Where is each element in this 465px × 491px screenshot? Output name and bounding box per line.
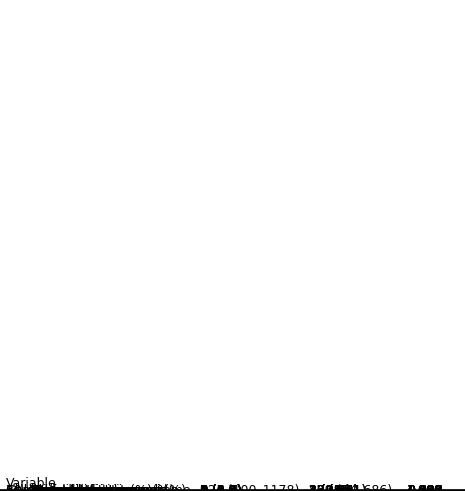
Text: 0.216: 0.216 (407, 484, 443, 491)
Text: 0.001: 0.001 (407, 484, 443, 491)
Text: 12 (4.6): 12 (4.6) (309, 484, 359, 491)
Text: 4 (2.9): 4 (2.9) (200, 484, 241, 491)
Text: 0.033: 0.033 (407, 484, 443, 491)
Text: Pull type
(n = 139): Pull type (n = 139) (200, 490, 260, 491)
Text: Mallory-Weiss tear: Mallory-Weiss tear (31, 484, 146, 491)
Text: 0: 0 (200, 484, 208, 491)
Text: Pneumoperitoneum: Pneumoperitoneum (31, 484, 154, 491)
Text: 6 (4.3): 6 (4.3) (200, 484, 241, 491)
Text: Chronic complications, n (%): Chronic complications, n (%) (6, 484, 186, 491)
Text: 22 (8.4): 22 (8.4) (309, 484, 359, 491)
Text: Bleeding: Bleeding (31, 484, 86, 491)
Text: Buried bumper syndrome: Buried bumper syndrome (31, 484, 191, 491)
Text: 269 (64–686): 269 (64–686) (309, 484, 392, 491)
Text: 12 (4.6): 12 (4.6) (309, 485, 359, 491)
Text: 8 (3.1): 8 (3.1) (309, 484, 351, 491)
Text: 22 (8.4): 22 (8.4) (309, 484, 359, 491)
Text: 9 (6.5): 9 (6.5) (200, 484, 241, 491)
Text: 2 (0.8): 2 (0.8) (309, 484, 351, 491)
Text: 0.180: 0.180 (407, 484, 443, 491)
Text: 5 (3.6): 5 (3.6) (200, 484, 241, 491)
Text: 0.505: 0.505 (407, 484, 443, 491)
Text: 0.903: 0.903 (407, 484, 443, 491)
Text: 1 (0.4): 1 (0.4) (309, 484, 351, 491)
Text: Aspiration pneumonia: Aspiration pneumonia (31, 485, 168, 491)
Text: Acute complications, n (%): Acute complications, n (%) (6, 484, 174, 491)
Text: 524 (100–1178): 524 (100–1178) (200, 484, 299, 491)
Text: 0.303: 0.303 (407, 484, 443, 491)
Text: Ileus: Ileus (31, 484, 60, 491)
Text: 2 (1.4): 2 (1.4) (200, 485, 241, 491)
Text: Variable: Variable (6, 477, 56, 490)
Text: p value: p value (407, 490, 453, 491)
Text: Introducer type
(n = 262): Introducer type (n = 262) (309, 490, 406, 491)
Text: 4 (1.5): 4 (1.5) (309, 484, 351, 491)
Text: 8 (5.8): 8 (5.8) (200, 485, 242, 491)
Text: 1 (0.7): 1 (0.7) (200, 484, 242, 491)
Text: Spontaneous removal: Spontaneous removal (31, 484, 168, 491)
Text: 2 (0.8): 2 (0.8) (309, 485, 351, 491)
Text: 30-day mortality, n (%): 30-day mortality, n (%) (6, 485, 152, 491)
Text: Tube obstruction: Tube obstruction (31, 484, 135, 491)
Text: 0.612: 0.612 (407, 485, 443, 491)
Text: 1 (0.4): 1 (0.4) (309, 484, 351, 491)
Text: 18 (6.9): 18 (6.9) (309, 484, 359, 491)
Text: 29 (11.1): 29 (11.1) (309, 484, 366, 491)
Text: 1.000: 1.000 (407, 484, 443, 491)
Text: 1 (0.7): 1 (0.7) (200, 484, 242, 491)
Text: 1.000: 1.000 (407, 484, 443, 491)
Text: 1 (0.7): 1 (0.7) (200, 484, 242, 491)
Text: 1.000: 1.000 (407, 484, 443, 491)
Text: Aspiration pneumonia: Aspiration pneumonia (31, 484, 168, 491)
Text: Wound infection: Wound infection (31, 484, 133, 491)
Text: 0.135: 0.135 (407, 484, 443, 491)
Text: 0.001: 0.001 (407, 484, 443, 491)
Text: 5 (3.6): 5 (3.6) (200, 484, 241, 491)
Text: Leakage: Leakage (31, 484, 84, 491)
Text: 0.607: 0.607 (407, 485, 443, 491)
Text: Wound infection: Wound infection (31, 484, 133, 491)
Text: 7 (5.0): 7 (5.0) (200, 484, 242, 491)
Text: 2 (1.4): 2 (1.4) (200, 484, 241, 491)
Text: Follow-up, days: Follow-up, days (6, 484, 103, 491)
Text: 37 (14.1): 37 (14.1) (309, 484, 366, 491)
